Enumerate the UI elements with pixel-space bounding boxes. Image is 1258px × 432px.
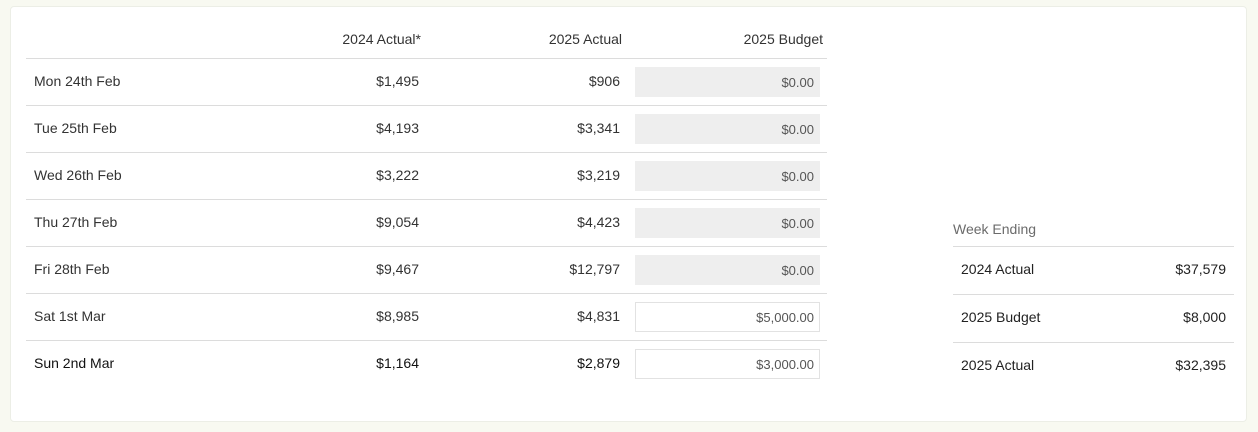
row-2025-actual: $2,879 — [577, 355, 620, 371]
row-2024-actual: $1,164 — [376, 355, 419, 371]
summary-label: 2025 Budget — [961, 309, 1041, 325]
row-2024-actual: $1,495 — [376, 73, 419, 89]
daily-sales-table: 2024 Actual* 2025 Actual 2025 Budget Mon… — [26, 21, 827, 387]
summary-label: 2025 Actual — [961, 357, 1035, 373]
row-2025-actual: $12,797 — [569, 261, 620, 277]
column-header-2025-actual: 2025 Actual — [548, 31, 622, 47]
row-date: Thu 27th Feb — [34, 214, 118, 230]
budget-input[interactable]: $3,000.00 — [635, 349, 820, 379]
week-ending-summary: Week Ending 2024 Actual $37,579 2025 Bud… — [953, 219, 1234, 390]
sales-card: 2024 Actual* 2025 Actual 2025 Budget Mon… — [10, 6, 1247, 422]
row-2024-actual: $3,222 — [376, 167, 419, 183]
summary-row: 2025 Actual $32,395 — [953, 343, 1234, 390]
summary-title: Week Ending — [953, 219, 1234, 247]
row-2025-actual: $4,831 — [577, 308, 620, 324]
column-header-2024-actual: 2024 Actual* — [342, 31, 421, 47]
row-date: Sun 2nd Mar — [34, 355, 115, 371]
row-date: Tue 25th Feb — [34, 120, 117, 136]
row-2024-actual: $8,985 — [376, 308, 419, 324]
row-date: Sat 1st Mar — [34, 308, 106, 324]
summary-row: 2025 Budget $8,000 — [953, 295, 1234, 343]
row-2025-actual: $906 — [588, 73, 620, 89]
table-row: Mon 24th Feb $1,495 $906 $0.00 — [26, 59, 827, 106]
budget-field-disabled: $0.00 — [635, 208, 820, 238]
row-date: Fri 28th Feb — [34, 261, 110, 277]
column-header-2025-budget: 2025 Budget — [743, 31, 823, 47]
row-2025-actual: $4,423 — [577, 214, 620, 230]
budget-field-disabled: $0.00 — [635, 161, 820, 191]
summary-value: $37,579 — [1175, 261, 1226, 277]
row-2024-actual: $9,054 — [376, 214, 419, 230]
row-2025-actual: $3,341 — [577, 120, 620, 136]
table-row: Tue 25th Feb $4,193 $3,341 $0.00 — [26, 106, 827, 153]
row-date: Wed 26th Feb — [34, 167, 122, 183]
summary-value: $32,395 — [1175, 357, 1226, 373]
table-row: Wed 26th Feb $3,222 $3,219 $0.00 — [26, 153, 827, 200]
summary-value: $8,000 — [1183, 309, 1226, 325]
summary-row: 2024 Actual $37,579 — [953, 247, 1234, 295]
row-2024-actual: $9,467 — [376, 261, 419, 277]
row-2024-actual: $4,193 — [376, 120, 419, 136]
budget-field-disabled: $0.00 — [635, 114, 820, 144]
row-2025-actual: $3,219 — [577, 167, 620, 183]
budget-field-disabled: $0.00 — [635, 255, 820, 285]
table-row: Fri 28th Feb $9,467 $12,797 $0.00 — [26, 247, 827, 294]
table-row: Sat 1st Mar $8,985 $4,831 $5,000.00 — [26, 294, 827, 341]
table-row: Thu 27th Feb $9,054 $4,423 $0.00 — [26, 200, 827, 247]
budget-input[interactable]: $5,000.00 — [635, 302, 820, 332]
budget-field-disabled: $0.00 — [635, 67, 820, 97]
row-date: Mon 24th Feb — [34, 73, 121, 89]
summary-label: 2024 Actual — [961, 261, 1035, 277]
table-row: Sun 2nd Mar $1,164 $2,879 $3,000.00 — [26, 341, 827, 387]
table-header: 2024 Actual* 2025 Actual 2025 Budget — [26, 21, 827, 59]
